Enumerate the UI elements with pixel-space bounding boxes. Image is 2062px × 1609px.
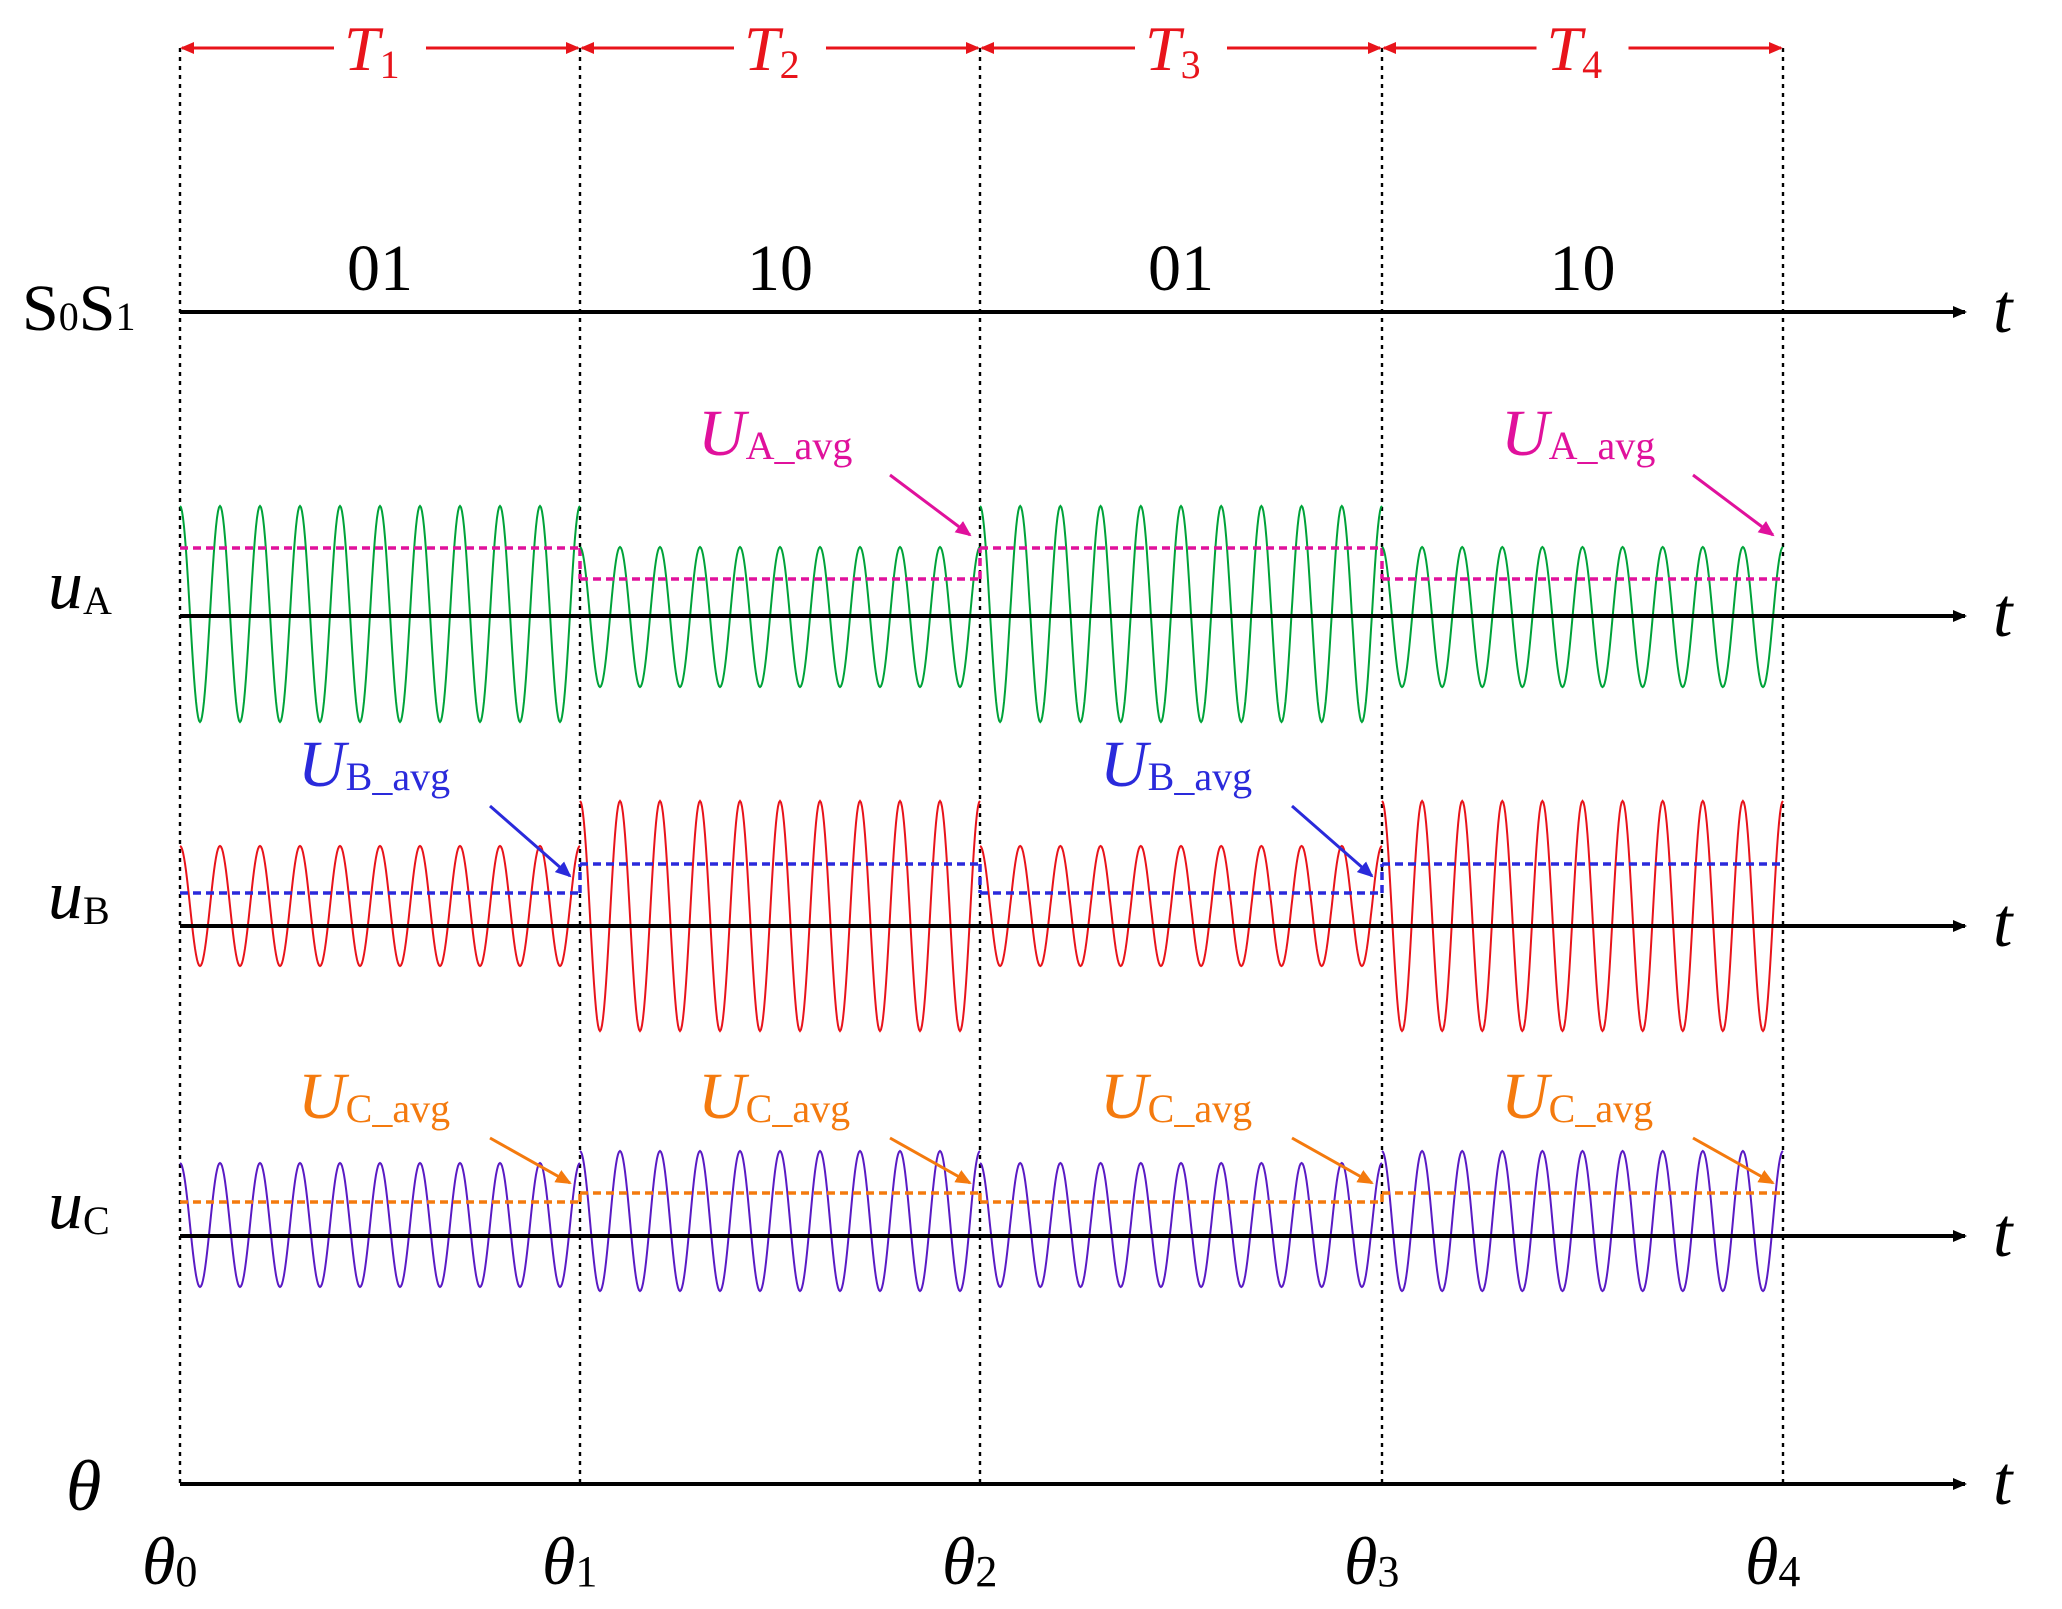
period-label-3: T3 — [1145, 13, 1201, 87]
row-label-uA: uA — [48, 547, 112, 624]
avg-label-uC-3: UC_avg — [1100, 1060, 1252, 1133]
avg-label-uC-2: UC_avg — [698, 1060, 850, 1133]
theta-tick-4: θ4 — [1745, 1523, 1800, 1599]
avg-label-uA-1: UA_avg — [698, 397, 852, 470]
avg-pointer-uB-2 — [1291, 804, 1374, 878]
wave-uC-period-4 — [1381, 1149, 1784, 1293]
avg-pointer-uC-2 — [889, 1136, 972, 1185]
waveforms — [179, 504, 1784, 1293]
row-label-uC: uC — [48, 1167, 110, 1244]
theta-row-label: θ — [66, 1446, 101, 1526]
wave-uA-period-2 — [579, 545, 981, 689]
time-axis-label-2: t — [1993, 885, 2014, 962]
avg-label-uB-1: UB_avg — [298, 728, 450, 801]
wave-uA-period-4 — [1381, 545, 1784, 689]
avg-label-uA-2: UA_avg — [1501, 397, 1655, 470]
avg-pointer-uC-1 — [489, 1136, 572, 1185]
avg-label-uC-1: UC_avg — [298, 1060, 450, 1133]
avg-pointer-uA-2 — [1692, 473, 1775, 537]
labels: T1 01 T2 10 T3 01 T4 10 UA_avg UA_avg uA UB_avg UB_a… — [22, 13, 2014, 1599]
row-label-uB: uB — [48, 857, 110, 934]
wave-uC-period-2 — [579, 1149, 981, 1293]
period-label-1: T1 — [344, 13, 400, 87]
wave-uC-period-3 — [979, 1161, 1383, 1289]
period-label-4: T4 — [1547, 13, 1603, 87]
avg-label-uB-2: UB_avg — [1100, 728, 1252, 801]
avg-pointer-uC-3 — [1291, 1136, 1374, 1185]
time-axes — [180, 306, 1967, 1490]
theta-tick-0: θ0 — [142, 1523, 197, 1599]
theta-tick-2: θ2 — [942, 1523, 997, 1599]
wave-uB-period-4 — [1381, 799, 1784, 1033]
avg-pointer-uA-1 — [889, 473, 972, 537]
avg-pointer-uC-4 — [1692, 1136, 1775, 1185]
wave-uC-period-1 — [179, 1161, 581, 1289]
avg-pointer-uB-1 — [489, 804, 572, 878]
theta-tick-3: θ3 — [1344, 1523, 1399, 1599]
time-axis-label-4: t — [1993, 1443, 2014, 1520]
wave-uB-period-3 — [979, 844, 1383, 968]
period-label-2: T2 — [744, 13, 800, 87]
switch-state-3: 01 — [1148, 232, 1214, 305]
wave-uA-period-1 — [179, 504, 581, 724]
time-axis-label-0: t — [1993, 271, 2014, 348]
time-axis-label-1: t — [1993, 575, 2014, 652]
switch-state-1: 01 — [347, 232, 413, 305]
avg-label-uC-4: UC_avg — [1501, 1060, 1653, 1133]
theta-tick-1: θ1 — [542, 1523, 597, 1599]
switch-state-2: 10 — [747, 232, 813, 305]
wave-uB-period-2 — [579, 799, 981, 1033]
switch-state-4: 10 — [1550, 232, 1616, 305]
switch-row-label: S0S1 — [22, 272, 135, 345]
wave-uB-period-1 — [179, 844, 581, 968]
time-axis-label-3: t — [1993, 1195, 2014, 1272]
wave-uA-period-3 — [979, 504, 1383, 724]
